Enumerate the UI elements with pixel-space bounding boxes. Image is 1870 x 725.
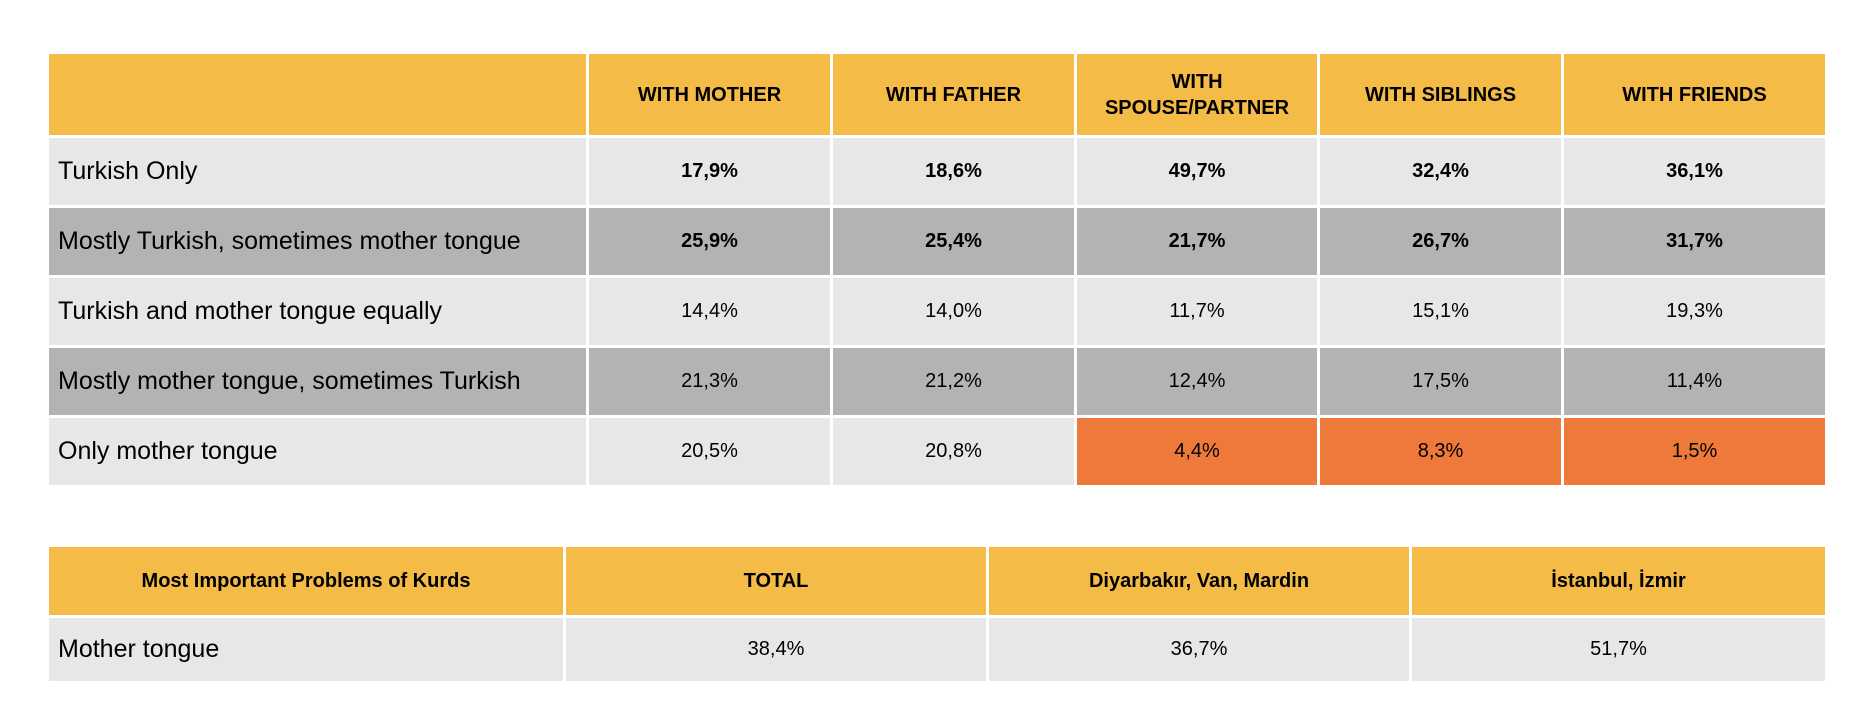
cell-value: 17,5% [1317,345,1564,418]
cell-value: 49,7% [1074,135,1320,208]
table-row: Turkish Only 17,9% 18,6% 49,7% 32,4% 36,… [46,135,1828,208]
cell-value: 19,3% [1561,275,1828,348]
cell-value: 20,5% [586,415,833,488]
kurds-problems-table: Most Important Problems of Kurds TOTAL D… [46,544,1828,684]
table-row: Mostly Turkish, sometimes mother tongue … [46,205,1828,278]
header-problems-of-kurds: Most Important Problems of Kurds [46,544,566,618]
table-row: Only mother tongue 20,5% 20,8% 4,4% 8,3%… [46,415,1828,488]
cell-value: 36,7% [986,615,1412,684]
cell-value: 25,9% [586,205,833,278]
row-label: Only mother tongue [46,415,589,488]
cell-value-highlighted: 8,3% [1317,415,1564,488]
header-with-spouse-partner: WITH SPOUSE/PARTNER [1074,51,1320,138]
cell-value: 15,1% [1317,275,1564,348]
cell-value: 31,7% [1561,205,1828,278]
cell-value-highlighted: 4,4% [1074,415,1320,488]
header-with-siblings: WITH SIBLINGS [1317,51,1564,138]
cell-value: 17,9% [586,135,833,208]
table-row: Mostly mother tongue, sometimes Turkish … [46,345,1828,418]
cell-value: 26,7% [1317,205,1564,278]
table-header-row: WITH MOTHER WITH FATHER WITH SPOUSE/PART… [46,51,1828,138]
cell-value: 25,4% [830,205,1077,278]
cell-value: 12,4% [1074,345,1320,418]
cell-value-highlighted: 1,5% [1561,415,1828,488]
table-row: Mother tongue 38,4% 36,7% 51,7% [46,615,1828,684]
cell-value: 36,1% [1561,135,1828,208]
cell-value: 51,7% [1409,615,1828,684]
row-label: Mother tongue [46,615,566,684]
header-with-father: WITH FATHER [830,51,1077,138]
header-total: TOTAL [563,544,989,618]
row-label: Turkish and mother tongue equally [46,275,589,348]
cell-value: 21,2% [830,345,1077,418]
language-use-table: WITH MOTHER WITH FATHER WITH SPOUSE/PART… [46,51,1828,488]
cell-value: 21,7% [1074,205,1320,278]
table-header-row: Most Important Problems of Kurds TOTAL D… [46,544,1828,618]
table-row: Turkish and mother tongue equally 14,4% … [46,275,1828,348]
header-with-spouse-partner-text: WITH SPOUSE/PARTNER [1104,70,1290,119]
cell-value: 18,6% [830,135,1077,208]
cell-value: 20,8% [830,415,1077,488]
row-label: Mostly mother tongue, sometimes Turkish [46,345,589,418]
cell-value: 14,0% [830,275,1077,348]
row-label: Mostly Turkish, sometimes mother tongue [46,205,589,278]
header-with-friends: WITH FRIENDS [1561,51,1828,138]
header-diyarbakir-van-mardin: Diyarbakır, Van, Mardin [986,544,1412,618]
cell-value: 11,7% [1074,275,1320,348]
header-cell-empty [46,51,589,138]
header-with-mother: WITH MOTHER [586,51,833,138]
cell-value: 38,4% [563,615,989,684]
cell-value: 11,4% [1561,345,1828,418]
cell-value: 14,4% [586,275,833,348]
header-istanbul-izmir: İstanbul, İzmir [1409,544,1828,618]
cell-value: 32,4% [1317,135,1564,208]
row-label: Turkish Only [46,135,589,208]
cell-value: 21,3% [586,345,833,418]
